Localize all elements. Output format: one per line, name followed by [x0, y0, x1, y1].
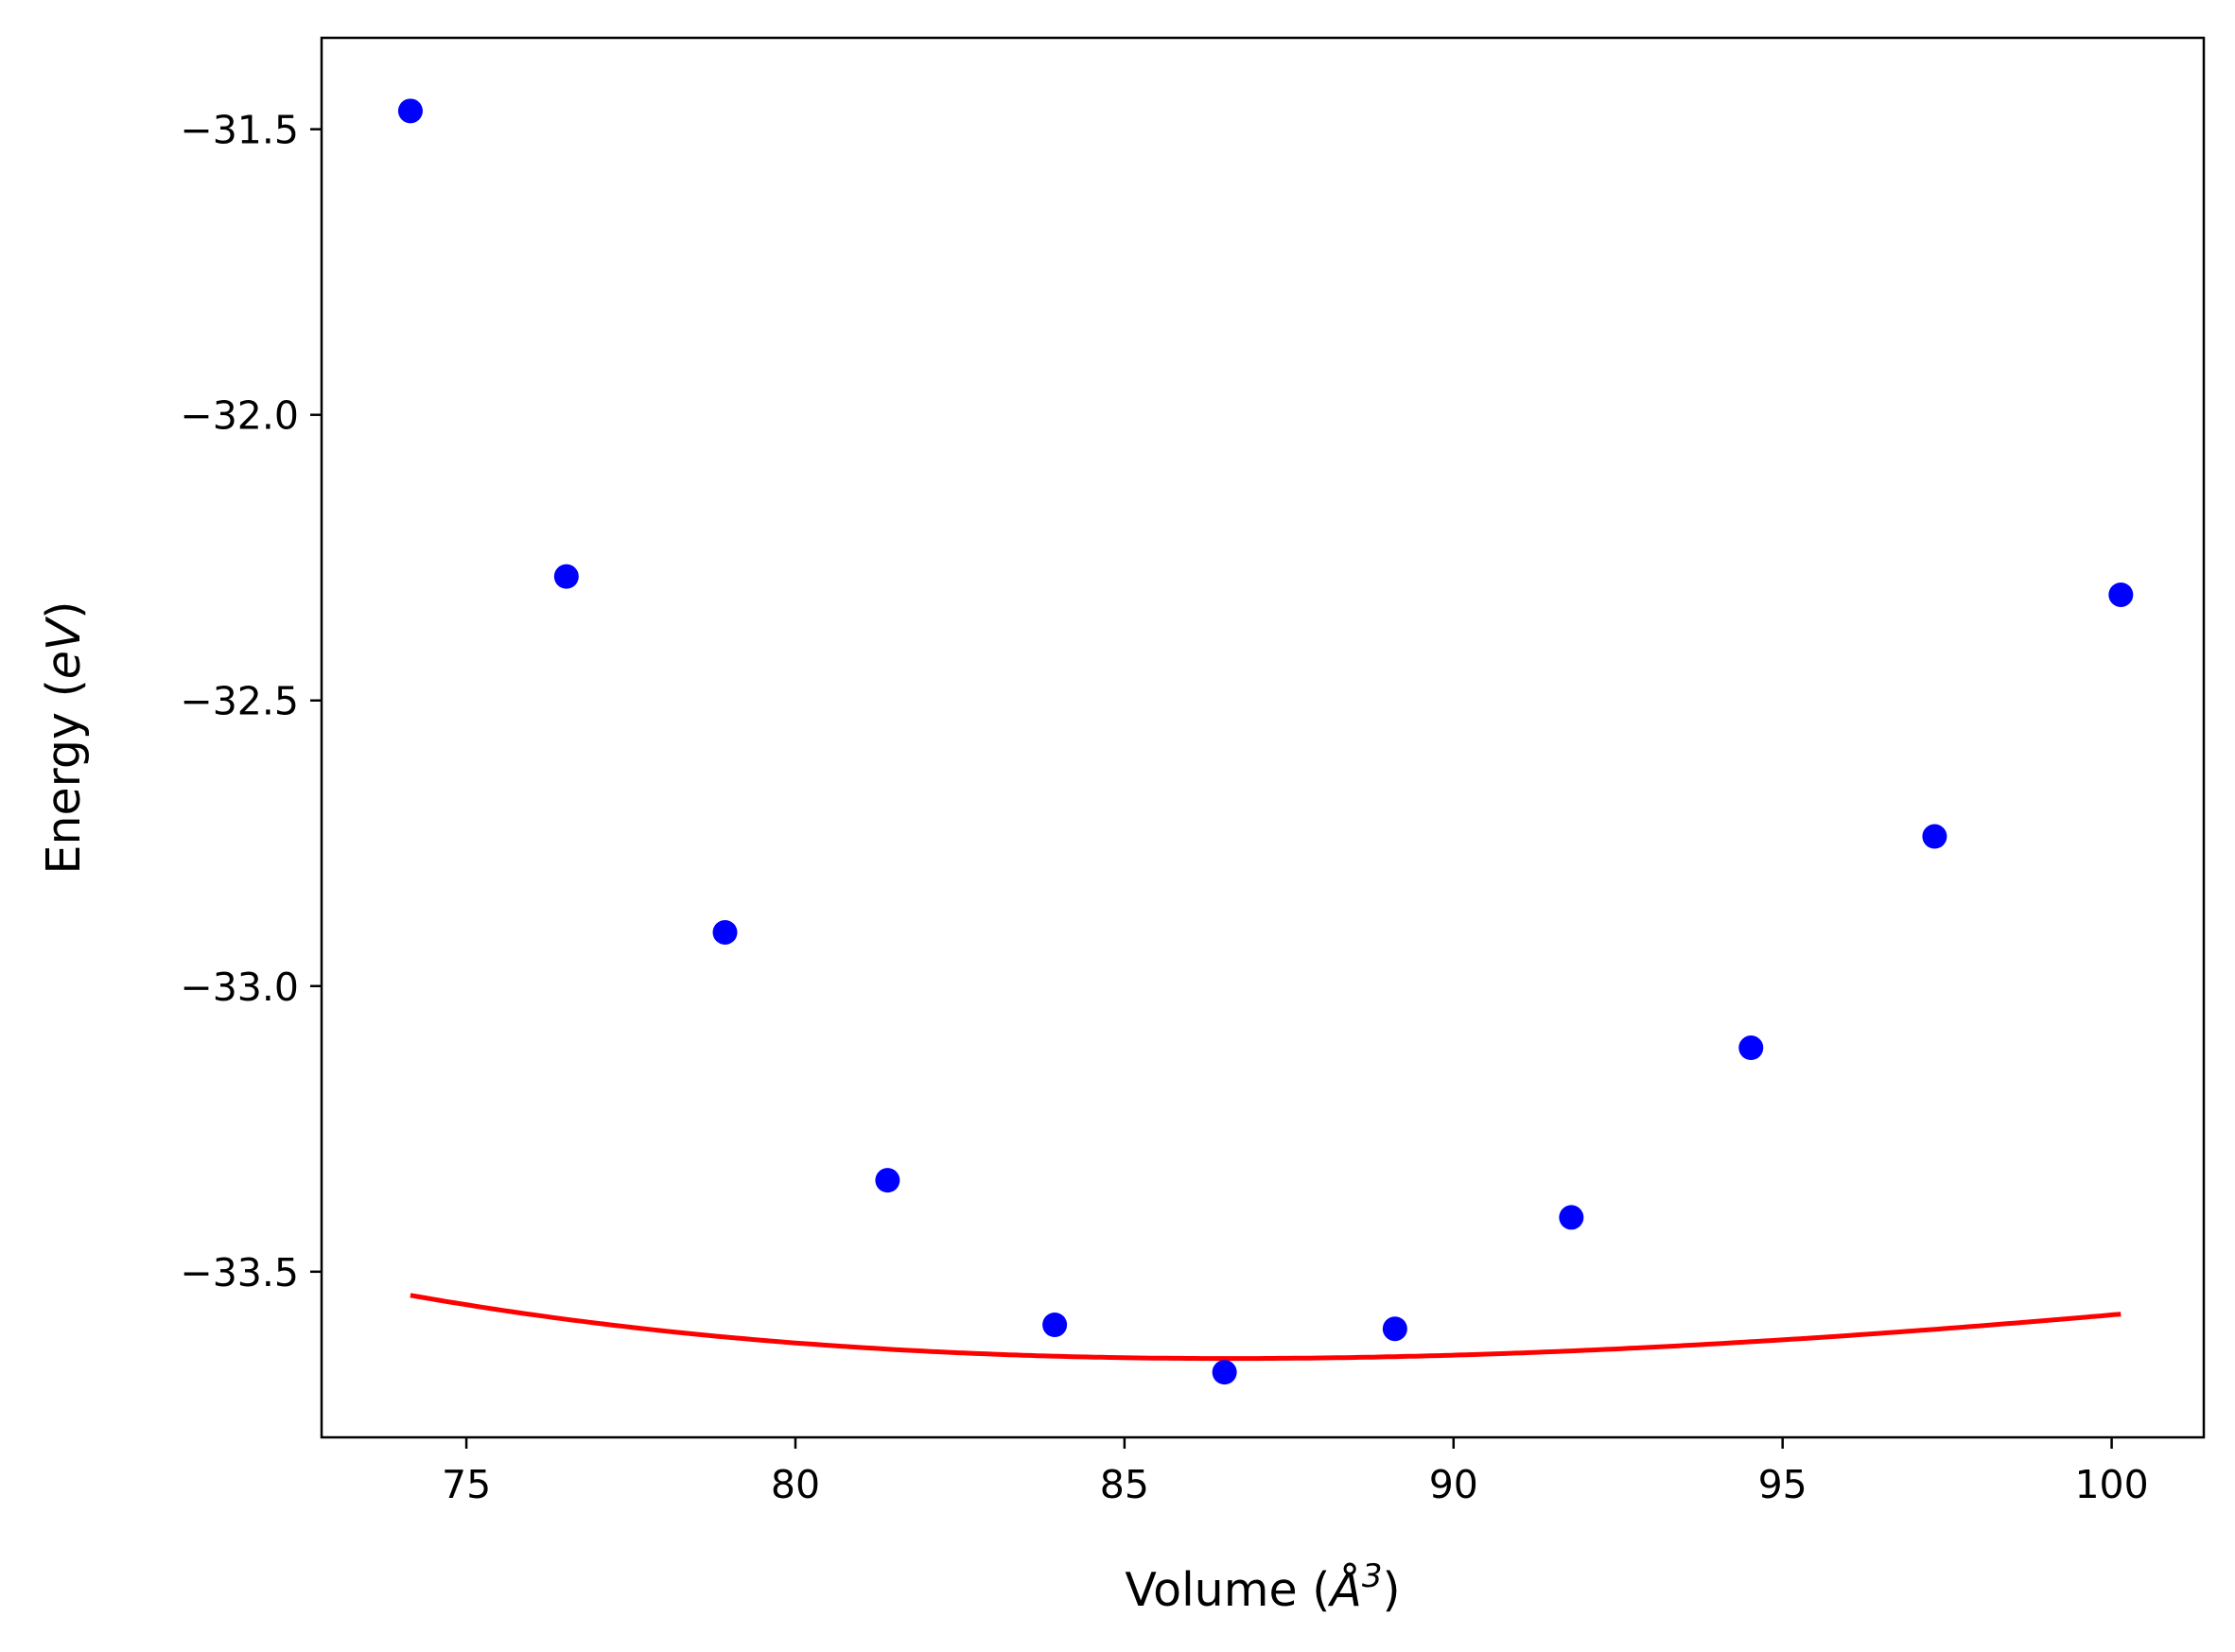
data-point [1738, 1035, 1764, 1061]
fit-curve-layer [410, 1293, 2122, 1362]
fit-curve-line [410, 1293, 2122, 1362]
x-axis-ticks: 75 80 85 90 95 100 [442, 1437, 2149, 1507]
plot-frame [320, 36, 2206, 1439]
y-tick-label: −33.0 [180, 965, 299, 1010]
data-point [712, 919, 738, 945]
x-tick-label: 100 [2074, 1462, 2148, 1507]
y-tick-label: −32.5 [180, 679, 299, 724]
x-tick-label: 90 [1429, 1462, 1478, 1507]
data-point [553, 564, 579, 589]
x-tick-label: 80 [771, 1462, 820, 1507]
y-tick-label: −31.5 [180, 108, 299, 153]
data-points-layer [397, 98, 2134, 1385]
x-tick-label: 95 [1758, 1462, 1807, 1507]
data-point [1212, 1360, 1237, 1385]
data-point [1042, 1312, 1068, 1337]
y-tick-label: −33.5 [180, 1250, 299, 1296]
data-point [2108, 582, 2134, 607]
x-axis-label: Volume (Å3) [1125, 1557, 1400, 1617]
data-point [1382, 1316, 1407, 1342]
x-tick-label: 75 [442, 1462, 491, 1507]
y-tick-label: −32.0 [180, 393, 299, 439]
x-tick-label: 85 [1100, 1462, 1149, 1507]
data-point [1559, 1205, 1584, 1230]
data-point [397, 98, 423, 124]
data-point [875, 1168, 900, 1193]
y-axis-ticks: −31.5 −32.0 −32.5 −33.0 −33.5 [180, 108, 322, 1296]
y-axis-label: Energy (eV) [37, 600, 91, 874]
data-point [1922, 824, 1947, 849]
